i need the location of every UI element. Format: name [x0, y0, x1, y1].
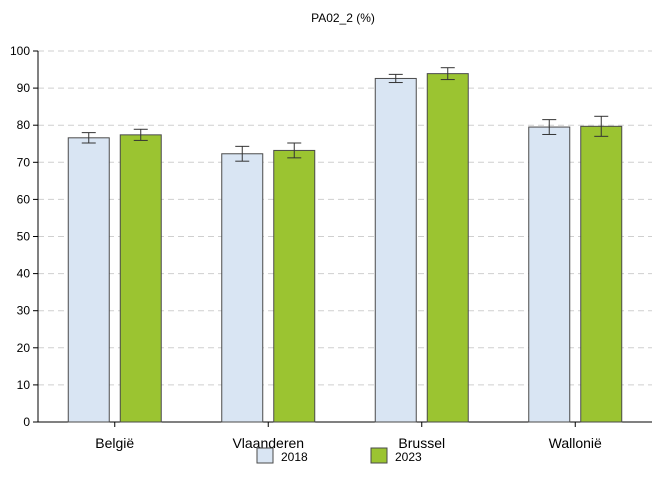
bar-2018-1 [221, 153, 264, 423]
y-tick-label: 60 [17, 192, 31, 206]
y-tick-label: 30 [17, 304, 31, 318]
y-tick-label: 20 [17, 341, 31, 355]
y-tick-label: 90 [17, 81, 31, 95]
bar-2018-3 [528, 126, 571, 423]
error-bar-layer [81, 67, 609, 162]
bar-2023-3 [580, 125, 623, 423]
bar-2018-0 [67, 137, 110, 423]
bar-2023-2 [426, 73, 469, 423]
y-tick-label: 70 [17, 155, 31, 169]
category-label: Wallonië [549, 435, 602, 451]
y-tick-label: 0 [23, 415, 30, 429]
bar-2023-1 [273, 149, 316, 423]
bar-2018-2 [374, 77, 417, 423]
legend-label-2023: 2023 [395, 450, 422, 464]
category-label: Brussel [398, 435, 445, 451]
bar-2023-0 [119, 134, 162, 423]
y-tick-label: 100 [10, 44, 30, 58]
legend-swatch-2023 [370, 447, 388, 464]
y-tick-label: 10 [17, 378, 31, 392]
chart-title: PA02_2 (%) [311, 11, 375, 25]
legend-swatch-2018 [256, 447, 274, 464]
y-tick-label: 40 [17, 267, 31, 281]
y-tick-label: 80 [17, 118, 31, 132]
category-label: Vlaanderen [232, 435, 304, 451]
bar-layer [67, 73, 623, 423]
category-label: België [95, 435, 134, 451]
y-tick-label: 50 [17, 230, 31, 244]
legend-label-2018: 2018 [281, 450, 308, 464]
legend: 2018 2023 [256, 447, 422, 464]
category-label-layer: België Vlaanderen Brussel Wallonië [95, 435, 602, 451]
